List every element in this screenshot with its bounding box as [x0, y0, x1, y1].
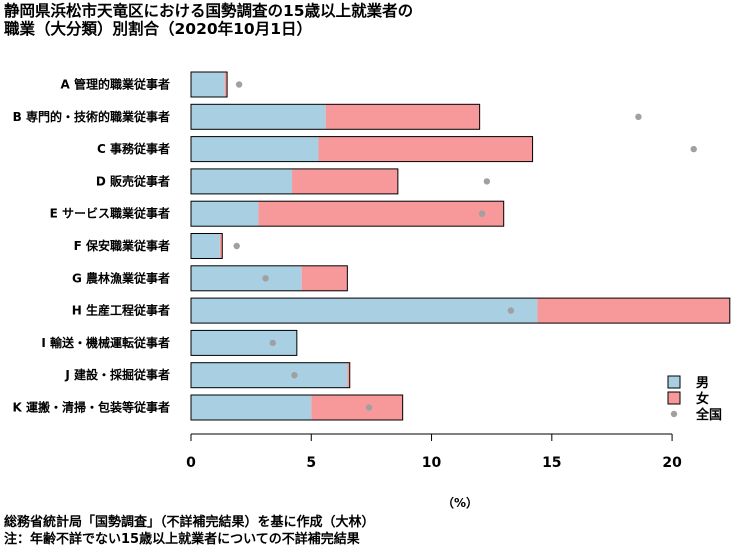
category-label: H 生産工程従事者: [72, 303, 170, 318]
legend-swatch-male: [667, 375, 681, 389]
national-point: [262, 275, 269, 282]
source-line: 総務省統計局「国勢調査」（不詳補完結果）を基に作成（大林）: [4, 515, 375, 530]
bar-outline: [190, 168, 399, 195]
category-label: A 管理的職業従事者: [61, 77, 170, 92]
bar-segment-male: [191, 72, 225, 97]
bar-segment-female: [311, 395, 403, 420]
bar-segment-male: [191, 201, 259, 227]
bar-outline: [190, 394, 404, 421]
legend-label-male: 男: [696, 376, 709, 391]
note-line: 注：年齢不詳でない15歳以上就業者についての不詳補完結果: [4, 532, 360, 547]
bar-segment-male: [191, 136, 319, 162]
legend-label-female: 女: [696, 391, 709, 407]
bar-segment-male: [191, 395, 312, 420]
bar-segment-male: [191, 233, 220, 259]
category-label: K 運搬・清掃・包装等従事者: [13, 400, 170, 415]
category-label: D 販売従事者: [96, 173, 170, 188]
category-label: C 事務従事者: [97, 141, 170, 156]
national-point: [233, 242, 240, 250]
bar-segment-male: [191, 265, 302, 291]
bar-outline: [190, 200, 505, 227]
chart-title-line-2: 職業（大分類）別割合（2020年10月1日）: [4, 20, 312, 38]
bar-segment-female: [318, 136, 533, 162]
bar-segment-female: [347, 362, 350, 388]
national-point: [291, 372, 298, 379]
bar-outline: [190, 362, 351, 389]
bar-segment-female: [224, 72, 228, 97]
x-tick-label: 10: [422, 455, 442, 471]
bar-segment-female: [219, 233, 223, 259]
national-point: [690, 145, 697, 153]
national-point: [365, 404, 373, 411]
category-label: F 保安職業従事者: [74, 238, 170, 253]
bar-outline: [190, 71, 228, 98]
national-point: [269, 339, 276, 347]
bar-outline: [190, 233, 223, 259]
bar-segment-male: [191, 104, 326, 130]
bar-outline: [190, 297, 731, 324]
national-point: [483, 178, 491, 185]
legend-label-national: 全国: [695, 407, 722, 423]
chart-title-line-1: 静岡県浜松市天竜区における国勢調査の15歳以上就業者の: [4, 2, 414, 20]
bar-outline: [190, 103, 481, 130]
category-label: I 輸送・機械運転従事者: [41, 335, 170, 350]
category-label: J 建設・採掘従事者: [64, 367, 170, 382]
national-point: [507, 307, 515, 314]
category-labels: A 管理的職業従事者 B 専門的・技術的職業従事者 C 事務従事者 D 販売従事者 E …: [13, 77, 170, 415]
bars-layer: [190, 71, 731, 421]
bar-segment-female: [301, 265, 348, 291]
legend-swatch-female: [667, 391, 681, 405]
bar-outline: [190, 265, 348, 292]
points-layer: [233, 81, 697, 411]
bar-segment-female: [325, 104, 480, 130]
bar-segment-male: [191, 298, 538, 324]
x-axis: 0 5 10 15 20: [186, 433, 682, 471]
bar-segment-male: [191, 168, 293, 194]
x-tick-label: 15: [542, 455, 561, 471]
category-label: E サービス職業従事者: [50, 206, 170, 221]
x-tick-label: 20: [662, 455, 682, 471]
source-note: 総務省統計局「国勢調査」（不詳補完結果）を基に作成（大林） 注：年齢不詳でない1…: [4, 514, 375, 548]
national-point: [478, 210, 486, 217]
x-tick-label: 5: [306, 455, 316, 471]
bar-outline: [190, 329, 298, 356]
bar-segment-female: [537, 298, 730, 324]
x-axis-unit-label: （%）: [442, 495, 478, 510]
category-label: G 農林漁業従事者: [72, 270, 170, 285]
national-point: [635, 113, 642, 121]
bar-segment-female: [292, 168, 398, 194]
legend-swatch-national: [670, 410, 678, 418]
chart-title: 静岡県浜松市天竜区における国勢調査の15歳以上就業者の 職業（大分類）別割合（2…: [4, 2, 413, 38]
bar-segment-female: [258, 201, 504, 227]
national-point: [235, 81, 243, 88]
bar-outline: [190, 136, 534, 163]
bar-segment-male: [191, 330, 297, 356]
x-tick-label: 0: [186, 455, 196, 471]
bar-segment-male: [191, 362, 348, 388]
category-label: B 専門的・技術的職業従事者: [13, 109, 170, 124]
